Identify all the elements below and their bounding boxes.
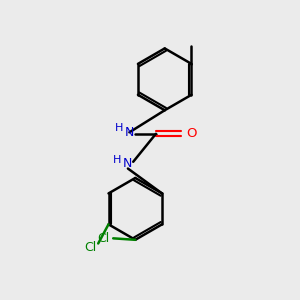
Text: N: N xyxy=(125,126,134,139)
Text: Cl: Cl xyxy=(85,242,97,254)
Text: H: H xyxy=(115,123,123,133)
Text: H: H xyxy=(113,155,122,165)
Text: Cl: Cl xyxy=(98,232,110,245)
Text: N: N xyxy=(123,157,133,170)
Text: O: O xyxy=(186,127,197,140)
